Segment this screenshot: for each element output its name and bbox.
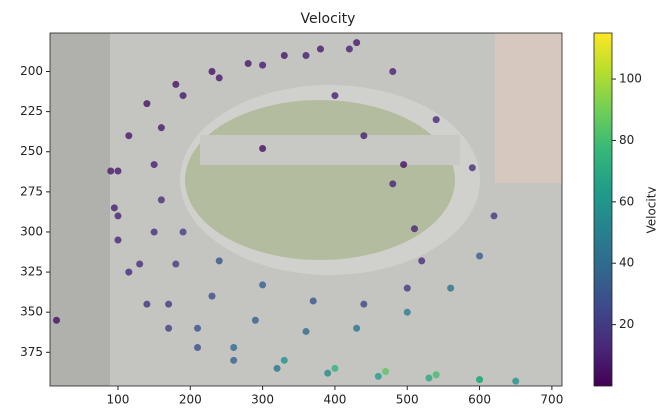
colorbar-tick-label: 80 <box>619 133 634 147</box>
point <box>404 285 411 292</box>
point <box>216 74 223 81</box>
point <box>180 92 187 99</box>
y-tick-label: 325 <box>20 265 43 279</box>
point <box>136 261 143 268</box>
point <box>230 344 237 351</box>
point <box>252 317 259 324</box>
colorbar-tick-label: 60 <box>619 194 634 208</box>
point <box>158 196 165 203</box>
point <box>180 228 187 235</box>
point <box>469 164 476 171</box>
colorbar-tick-label: 100 <box>619 72 642 86</box>
point <box>165 301 172 308</box>
y-tick-label: 225 <box>20 104 43 118</box>
point <box>317 46 324 53</box>
point <box>346 46 353 53</box>
point <box>353 325 360 332</box>
point <box>125 132 132 139</box>
chart: Velocity Velocity 100 200 300 400 500 600 700 2… <box>0 0 656 410</box>
point <box>400 161 407 168</box>
x-tick-label: 200 <box>179 393 202 407</box>
colorbar-label: Velocity <box>645 186 656 233</box>
point <box>310 297 317 304</box>
point <box>151 228 158 235</box>
point <box>389 68 396 75</box>
point <box>360 301 367 308</box>
point <box>143 301 150 308</box>
y-tick-label: 375 <box>20 345 43 359</box>
y-tick-label: 250 <box>20 144 43 158</box>
point <box>324 370 331 377</box>
y-tick-label: 200 <box>20 64 43 78</box>
point <box>114 167 121 174</box>
point <box>111 204 118 211</box>
chart-title: Velocity <box>301 11 356 27</box>
point <box>404 309 411 316</box>
y-tick-label: 275 <box>20 184 43 198</box>
point <box>331 92 338 99</box>
point <box>425 374 432 381</box>
point <box>303 328 310 335</box>
point <box>418 257 425 264</box>
point <box>245 60 252 67</box>
point <box>433 116 440 123</box>
point <box>281 52 288 59</box>
point <box>476 253 483 260</box>
point <box>230 357 237 364</box>
point <box>172 261 179 268</box>
point <box>53 317 60 324</box>
point <box>447 285 454 292</box>
point <box>125 269 132 276</box>
point <box>143 100 150 107</box>
point <box>107 167 114 174</box>
x-tick-label: 100 <box>107 393 130 407</box>
point <box>194 344 201 351</box>
colorbar-tick-label: 40 <box>619 256 634 270</box>
point <box>375 373 382 380</box>
point <box>491 212 498 219</box>
colorbar-tick-label: 20 <box>619 317 634 331</box>
x-tick-label: 600 <box>468 393 491 407</box>
point <box>158 124 165 131</box>
point <box>151 161 158 168</box>
point <box>165 325 172 332</box>
point <box>208 293 215 300</box>
x-tick-label: 700 <box>540 393 563 407</box>
point <box>331 365 338 372</box>
point <box>512 378 519 385</box>
y-tick-label: 300 <box>20 224 43 238</box>
point <box>303 52 310 59</box>
point <box>114 236 121 243</box>
point <box>389 180 396 187</box>
x-tick-label: 500 <box>396 393 419 407</box>
point <box>274 365 281 372</box>
point <box>194 325 201 332</box>
point <box>259 281 266 288</box>
point <box>172 81 179 88</box>
point <box>476 376 483 383</box>
y-tick-label: 350 <box>20 305 43 319</box>
x-tick-label: 300 <box>251 393 274 407</box>
point <box>433 371 440 378</box>
point <box>259 62 266 69</box>
point <box>114 212 121 219</box>
point <box>216 257 223 264</box>
colorbar <box>594 33 612 386</box>
point <box>208 68 215 75</box>
point <box>281 357 288 364</box>
point <box>382 368 389 375</box>
point <box>353 39 360 46</box>
point <box>259 145 266 152</box>
x-tick-label: 400 <box>323 393 346 407</box>
point <box>360 132 367 139</box>
point <box>411 225 418 232</box>
